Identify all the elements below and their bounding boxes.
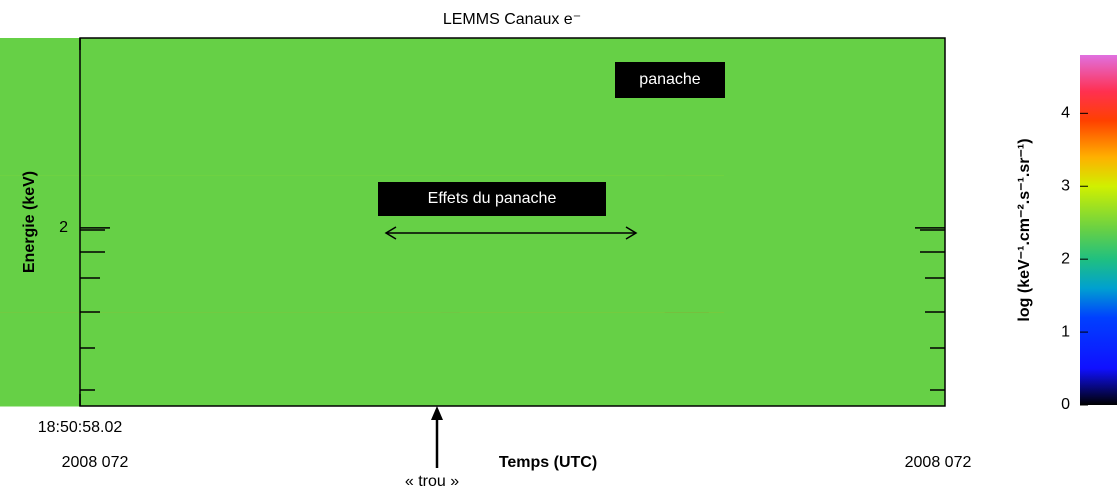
chart-title: LEMMS Canaux e⁻: [443, 11, 581, 28]
y-minor-ticks: [80, 229, 945, 391]
heat-cell: [0, 312, 946, 407]
colorbar-tick-label: 2: [1061, 250, 1070, 267]
colorbar: [1080, 55, 1117, 405]
x-axis-label: Temps (UTC): [499, 454, 597, 471]
plot-frame: [79, 37, 946, 407]
annotation: Effets du panache: [428, 190, 557, 207]
colorbar-tick-label: 1: [1061, 323, 1070, 340]
date-label: 2008 072: [905, 454, 972, 471]
colorbar-tick-label: 3: [1061, 177, 1070, 194]
colorbar-tick-label: 0: [1061, 396, 1070, 413]
date-label: 2008 072: [62, 454, 129, 471]
x-tick-label: 18:50:58.02: [38, 419, 123, 436]
annotation: « trou »: [405, 473, 459, 490]
annotation-box: [378, 182, 606, 216]
hole-arrow: [431, 406, 443, 468]
heat-cell: [0, 38, 946, 176]
colorbar-label: log (keV⁻¹.cm⁻².s⁻¹.sr⁻¹): [1016, 138, 1033, 321]
span-arrow: [384, 226, 638, 240]
colorbar-tick-label: 4: [1061, 105, 1070, 122]
y-tick-label: 2: [59, 219, 68, 236]
annotation-box: [615, 62, 725, 98]
y-axis-label: Energie (keV): [21, 171, 38, 273]
annotation: panache: [639, 71, 700, 88]
